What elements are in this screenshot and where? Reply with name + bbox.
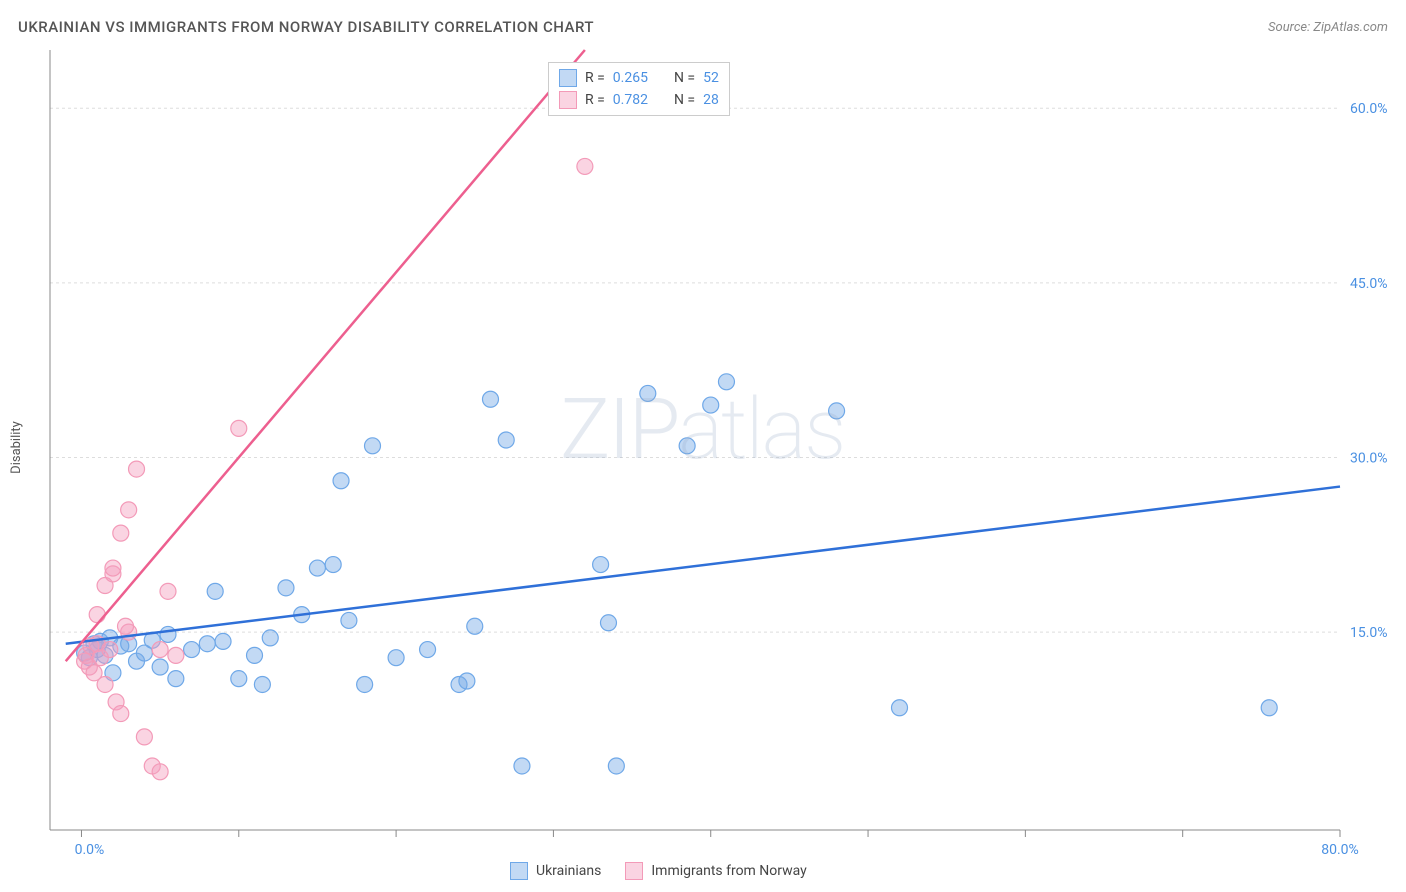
data-point — [593, 557, 609, 573]
legend-label: Ukrainians — [536, 863, 601, 879]
data-point — [278, 580, 294, 596]
correlation-legend: R = 0.265 N = 52 R = 0.782 N = 28 — [548, 62, 730, 116]
data-point — [309, 560, 325, 576]
legend-swatch — [625, 862, 643, 880]
data-point — [703, 397, 719, 413]
scatter-chart: 15.0% 30.0% 45.0% 60.0% 0.0% 80.0% — [35, 40, 1406, 880]
data-point — [152, 642, 168, 658]
data-point — [129, 461, 145, 477]
svg-text:15.0%: 15.0% — [1350, 625, 1388, 641]
legend-item: Ukrainians — [510, 862, 601, 880]
y-axis-title: Disability — [9, 421, 24, 474]
legend-swatch — [559, 91, 577, 109]
legend-item: Immigrants from Norway — [625, 862, 806, 880]
data-point — [341, 612, 357, 628]
data-point — [600, 615, 616, 631]
svg-text:30.0%: 30.0% — [1350, 450, 1388, 466]
data-point — [262, 630, 278, 646]
data-point — [420, 642, 436, 658]
n-label: N = — [674, 67, 695, 89]
legend-row: R = 0.265 N = 52 — [559, 67, 719, 89]
data-point — [231, 420, 247, 436]
data-point — [459, 673, 475, 689]
data-point — [467, 618, 483, 634]
r-label: R = — [585, 67, 605, 89]
data-point — [482, 391, 498, 407]
data-point — [718, 374, 734, 390]
data-point — [514, 758, 530, 774]
data-point — [152, 659, 168, 675]
r-value: 0.782 — [613, 89, 648, 111]
data-point — [160, 626, 176, 642]
chart-title: UKRAINIAN VS IMMIGRANTS FROM NORWAY DISA… — [18, 18, 594, 36]
n-value: 28 — [703, 89, 719, 111]
data-point — [184, 642, 200, 658]
data-point — [168, 671, 184, 687]
r-value: 0.265 — [613, 67, 648, 89]
data-point — [357, 676, 373, 692]
data-point — [365, 438, 381, 454]
svg-text:45.0%: 45.0% — [1350, 276, 1388, 292]
data-point — [231, 671, 247, 687]
data-point — [113, 706, 129, 722]
svg-text:60.0%: 60.0% — [1350, 101, 1388, 117]
data-point — [892, 700, 908, 716]
title-bar: UKRAINIAN VS IMMIGRANTS FROM NORWAY DISA… — [18, 18, 1388, 36]
data-point — [113, 525, 129, 541]
legend-row: R = 0.782 N = 28 — [559, 89, 719, 111]
data-point — [640, 385, 656, 401]
trend-line — [66, 487, 1340, 644]
data-point — [160, 583, 176, 599]
data-point — [105, 560, 121, 576]
data-point — [247, 647, 263, 663]
n-label: N = — [674, 89, 695, 111]
r-label: R = — [585, 89, 605, 111]
data-point — [102, 642, 118, 658]
svg-text:80.0%: 80.0% — [1321, 842, 1359, 858]
n-value: 52 — [703, 67, 719, 89]
data-point — [577, 158, 593, 174]
data-point — [254, 676, 270, 692]
data-point — [608, 758, 624, 774]
data-point — [97, 676, 113, 692]
data-point — [207, 583, 223, 599]
data-point — [215, 633, 231, 649]
data-point — [333, 473, 349, 489]
data-point — [1261, 700, 1277, 716]
data-point — [121, 502, 137, 518]
data-point — [89, 607, 105, 623]
data-point — [136, 729, 152, 745]
data-point — [118, 618, 134, 634]
data-point — [152, 764, 168, 780]
data-point — [829, 403, 845, 419]
data-point — [325, 557, 341, 573]
series-legend: Ukrainians Immigrants from Norway — [510, 862, 807, 880]
svg-text:0.0%: 0.0% — [75, 842, 105, 858]
data-point — [498, 432, 514, 448]
data-point — [199, 636, 215, 652]
data-point — [388, 650, 404, 666]
data-point — [679, 438, 695, 454]
legend-swatch — [559, 69, 577, 87]
legend-swatch — [510, 862, 528, 880]
chart-container: UKRAINIAN VS IMMIGRANTS FROM NORWAY DISA… — [0, 0, 1406, 892]
legend-label: Immigrants from Norway — [651, 863, 806, 879]
source-label: Source: ZipAtlas.com — [1268, 20, 1388, 35]
data-point — [168, 647, 184, 663]
